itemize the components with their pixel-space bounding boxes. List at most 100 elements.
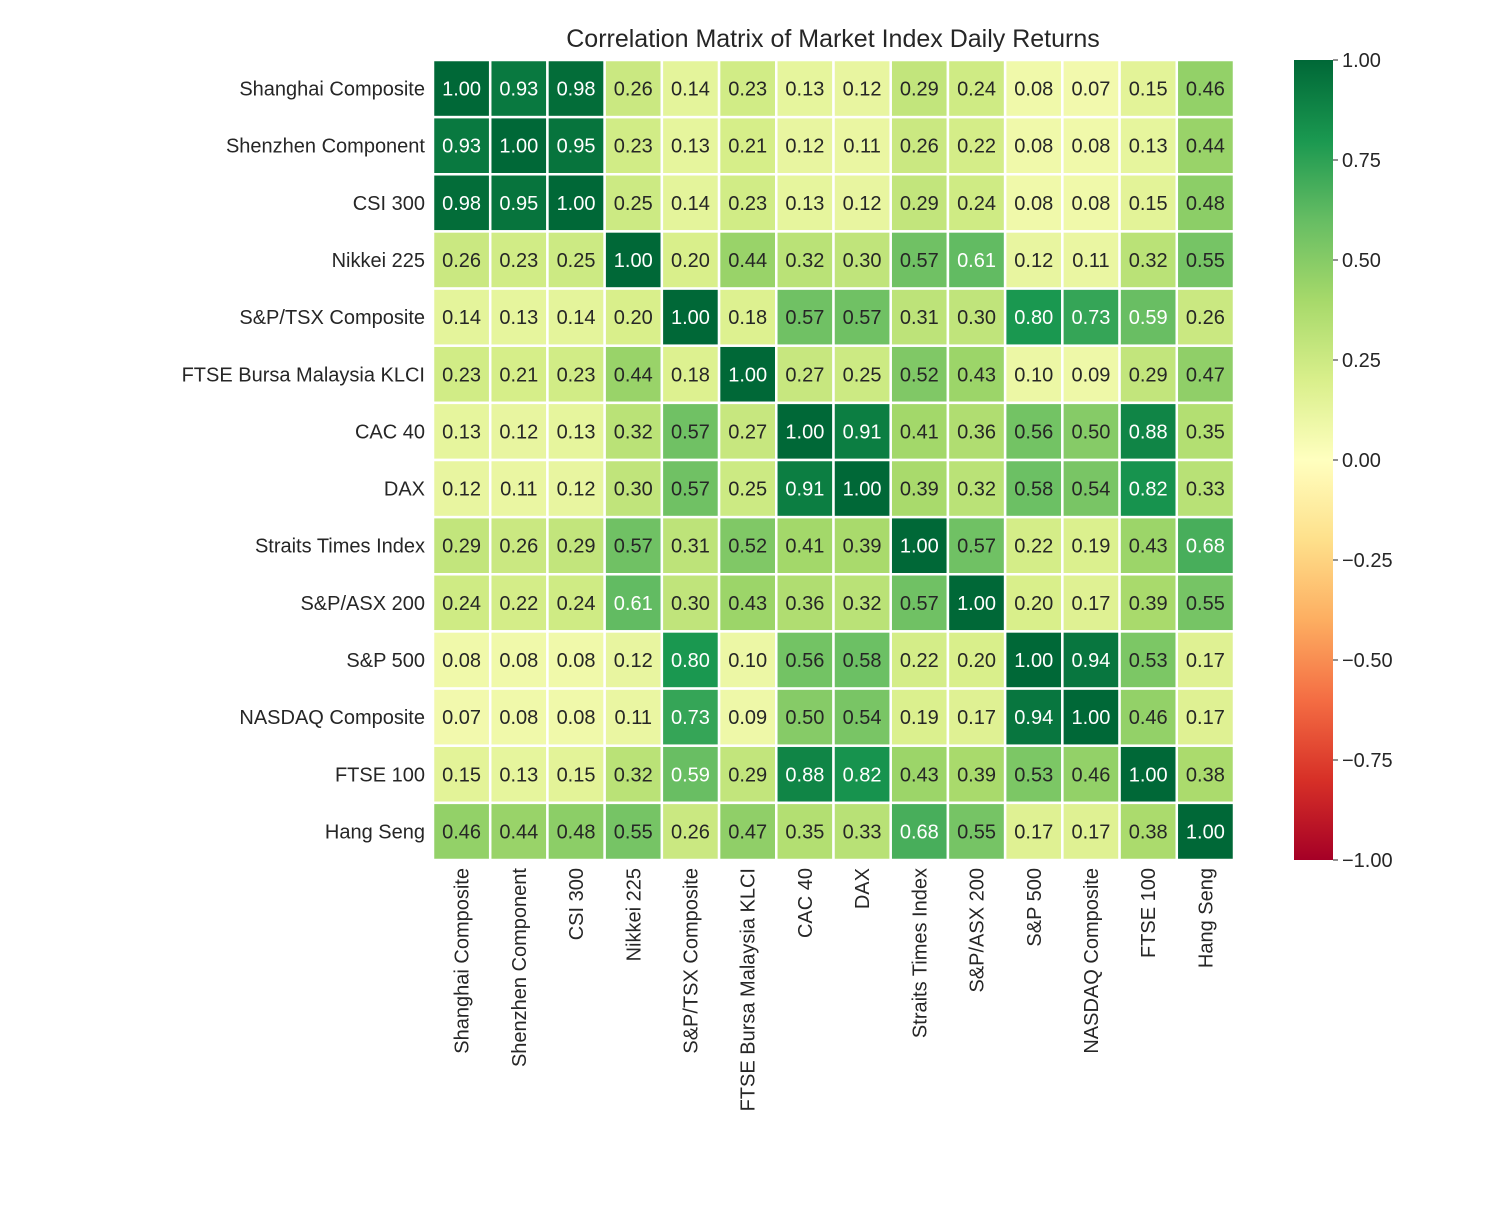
cell-annotation: 0.44 bbox=[499, 821, 538, 843]
heatmap-cell bbox=[431, 401, 492, 462]
heatmap-cell bbox=[717, 801, 778, 862]
cell-annotation: 0.52 bbox=[728, 536, 767, 558]
cell-annotation: 0.17 bbox=[1186, 650, 1225, 672]
cell-annotation: 0.68 bbox=[900, 821, 939, 843]
colorbar-tick-label: −1.00 bbox=[1342, 850, 1393, 872]
cell-annotation: 0.08 bbox=[1071, 136, 1110, 158]
cell-annotation: 1.00 bbox=[1071, 707, 1110, 729]
heatmap-cell bbox=[946, 515, 1007, 576]
heatmap-cell bbox=[431, 458, 492, 519]
cell-annotation: 1.00 bbox=[843, 479, 882, 501]
heatmap-cell bbox=[832, 230, 892, 290]
cell-annotation: 0.25 bbox=[557, 250, 596, 272]
cell-annotation: 0.20 bbox=[1014, 593, 1053, 615]
column-label: Shanghai Composite bbox=[452, 868, 474, 1054]
cell-annotation: 0.43 bbox=[1129, 536, 1168, 558]
heatmap-cell bbox=[1061, 287, 1121, 347]
cell-annotation: 0.98 bbox=[442, 193, 481, 215]
cell-annotation: 0.12 bbox=[614, 650, 653, 672]
cell-annotation: 0.55 bbox=[1186, 250, 1225, 272]
cell-annotation: 0.57 bbox=[614, 536, 653, 558]
heatmap-cell bbox=[889, 515, 950, 576]
cell-annotation: 0.54 bbox=[1071, 479, 1110, 501]
heatmap-cell bbox=[717, 458, 778, 519]
cell-annotation: 0.11 bbox=[1072, 250, 1109, 272]
cell-annotation: 0.26 bbox=[671, 821, 710, 843]
column-label: Shenzhen Component bbox=[509, 868, 531, 1067]
heatmap-cell bbox=[832, 287, 892, 347]
cell-annotation: 0.30 bbox=[843, 250, 882, 272]
cell-annotation: 0.12 bbox=[785, 136, 824, 158]
cell-annotation: 0.08 bbox=[1071, 193, 1110, 215]
cell-annotation: 1.00 bbox=[957, 593, 996, 615]
column-label: S&P/ASX 200 bbox=[967, 868, 989, 993]
cell-annotation: 1.00 bbox=[1014, 650, 1053, 672]
colorbar-tick-label: −0.75 bbox=[1342, 750, 1393, 772]
column-label: CAC 40 bbox=[795, 868, 817, 938]
cell-annotation: 0.15 bbox=[1129, 79, 1168, 101]
cell-annotation: 0.46 bbox=[1186, 79, 1225, 101]
column-label: S&P 500 bbox=[1024, 868, 1046, 947]
cell-annotation: 0.95 bbox=[557, 136, 596, 158]
heatmap-cell bbox=[1175, 58, 1236, 119]
row-label: S&P/TSX Composite bbox=[239, 307, 425, 329]
row-label: Hang Seng bbox=[325, 821, 425, 843]
heatmap-cell bbox=[832, 630, 892, 690]
cell-annotation: 0.30 bbox=[614, 479, 653, 501]
heatmap-cell bbox=[832, 173, 892, 233]
cell-annotation: 0.21 bbox=[728, 136, 767, 158]
cell-annotation: 0.11 bbox=[843, 136, 880, 158]
cell-annotation: 0.55 bbox=[614, 821, 653, 843]
cell-annotation: 0.23 bbox=[614, 136, 653, 158]
heatmap-cell bbox=[1175, 344, 1236, 405]
cell-annotation: 0.80 bbox=[671, 650, 710, 672]
heatmap-cell bbox=[660, 344, 721, 405]
colorbar-tick-label: 1.00 bbox=[1342, 50, 1381, 72]
cell-annotation: 0.09 bbox=[1071, 364, 1110, 386]
cell-annotation: 0.23 bbox=[499, 250, 538, 272]
heatmap-cell bbox=[488, 344, 549, 405]
cell-annotation: 0.43 bbox=[900, 764, 939, 786]
cell-annotation: 0.27 bbox=[728, 421, 767, 443]
heatmap-cell bbox=[660, 115, 721, 176]
cell-annotation: 0.17 bbox=[957, 707, 996, 729]
cell-annotation: 0.29 bbox=[900, 79, 939, 101]
heatmap-cell bbox=[889, 801, 950, 862]
cell-annotation: 0.29 bbox=[1129, 364, 1168, 386]
cell-annotation: 0.57 bbox=[671, 479, 710, 501]
cell-annotation: 0.13 bbox=[785, 79, 824, 101]
cell-annotation: 0.39 bbox=[1129, 593, 1168, 615]
cell-annotation: 0.14 bbox=[442, 307, 481, 329]
heatmap-cell bbox=[889, 630, 950, 690]
cell-annotation: 0.10 bbox=[728, 650, 767, 672]
cell-annotation: 0.93 bbox=[442, 136, 481, 158]
cell-annotation: 0.13 bbox=[671, 136, 710, 158]
cell-annotation: 0.68 bbox=[1186, 536, 1225, 558]
cell-annotation: 0.59 bbox=[1129, 307, 1168, 329]
cell-annotation: 0.35 bbox=[1186, 421, 1225, 443]
cell-annotation: 0.09 bbox=[728, 707, 767, 729]
cell-annotation: 0.88 bbox=[1129, 421, 1168, 443]
heatmap-cell bbox=[1061, 458, 1121, 519]
cell-annotation: 1.00 bbox=[728, 364, 767, 386]
cell-annotation: 0.94 bbox=[1071, 650, 1110, 672]
column-label: Straits Times Index bbox=[909, 868, 931, 1038]
cell-annotation: 0.23 bbox=[728, 79, 767, 101]
heatmap-cell bbox=[660, 287, 721, 347]
cell-annotation: 0.41 bbox=[900, 421, 939, 443]
cell-annotation: 0.91 bbox=[785, 479, 824, 501]
heatmap-cell bbox=[1118, 744, 1179, 805]
cell-annotation: 0.22 bbox=[957, 136, 996, 158]
heatmap-cell bbox=[660, 630, 721, 690]
colorbar-tick-label: −0.25 bbox=[1342, 550, 1393, 572]
cell-annotation: 0.53 bbox=[1014, 764, 1053, 786]
colorbar-tick-label: 0.25 bbox=[1342, 350, 1381, 372]
heatmap-cell bbox=[1061, 801, 1121, 862]
heatmap-cell bbox=[431, 173, 492, 233]
heatmap-cell bbox=[1175, 687, 1236, 747]
cell-annotation: 0.25 bbox=[728, 479, 767, 501]
cell-annotation: 0.56 bbox=[1014, 421, 1053, 443]
cell-annotation: 0.07 bbox=[1071, 79, 1110, 101]
cell-annotation: 0.55 bbox=[957, 821, 996, 843]
